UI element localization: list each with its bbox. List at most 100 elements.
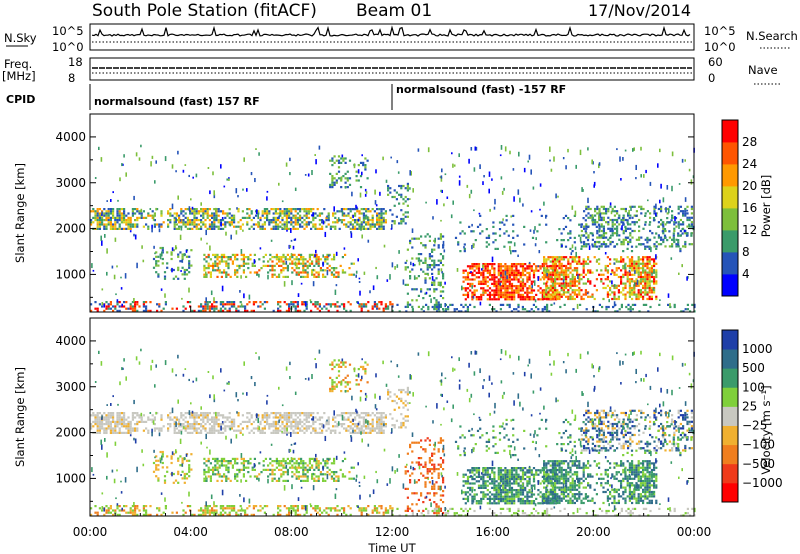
velocity-cell xyxy=(340,423,343,426)
power-cell xyxy=(189,219,192,222)
power-cell xyxy=(593,171,595,174)
power-cell xyxy=(185,255,189,258)
power-cell xyxy=(431,272,434,275)
power-cell xyxy=(318,303,321,306)
power-cell xyxy=(645,303,648,306)
velocity-cell xyxy=(340,425,343,428)
velocity-cell xyxy=(271,479,274,482)
power-cell xyxy=(279,301,282,304)
power-cell xyxy=(186,219,189,222)
power-cell xyxy=(453,310,456,313)
power-cell xyxy=(109,227,112,230)
power-cell xyxy=(344,186,347,189)
power-cell xyxy=(210,290,213,296)
power-cell xyxy=(463,232,466,235)
velocity-cell xyxy=(299,420,302,423)
power-cell xyxy=(598,162,601,166)
power-cell xyxy=(361,171,363,176)
power-cell xyxy=(488,271,492,274)
power-cell xyxy=(553,156,555,162)
power-cell xyxy=(453,308,456,311)
power-cell xyxy=(424,257,427,260)
power-cell xyxy=(380,303,383,306)
power-cell xyxy=(404,187,407,190)
velocity-cell xyxy=(398,397,401,400)
velocity-cell xyxy=(94,418,97,421)
power-cell xyxy=(484,269,487,272)
velocity-cell xyxy=(316,431,319,434)
power-cell xyxy=(211,305,214,308)
velocity-cell xyxy=(278,479,281,482)
power-cell xyxy=(406,283,409,286)
power-cell xyxy=(594,214,597,217)
power-cell xyxy=(613,227,616,230)
power-cell xyxy=(571,244,574,249)
power-cell xyxy=(688,216,691,219)
power-cell xyxy=(471,263,474,266)
power-cell xyxy=(571,280,574,283)
power-cell xyxy=(134,307,137,310)
power-cell xyxy=(158,228,161,233)
power-cell xyxy=(387,189,390,192)
power-cell xyxy=(391,262,394,268)
power-cell xyxy=(685,234,689,237)
velocity-cell xyxy=(116,420,119,423)
power-cell xyxy=(611,210,614,213)
power-cell xyxy=(668,221,671,224)
power-cell xyxy=(648,223,651,226)
power-cell xyxy=(549,260,552,263)
power-cell xyxy=(642,275,645,279)
power-cell xyxy=(204,225,207,228)
power-cell xyxy=(571,256,574,259)
power-cell xyxy=(362,227,365,230)
power-cell xyxy=(551,282,554,285)
power-cell xyxy=(558,293,561,296)
power-cell xyxy=(558,275,561,279)
power-cell xyxy=(644,293,647,296)
power-cell xyxy=(306,264,309,267)
power-cell xyxy=(602,227,605,230)
power-cell xyxy=(569,247,572,250)
velocity-cell xyxy=(207,468,210,471)
power-cell xyxy=(145,305,148,308)
power-cell xyxy=(499,289,503,292)
power-cell xyxy=(254,178,256,183)
power-cell xyxy=(112,227,115,230)
power-cell xyxy=(129,230,132,233)
velocity-cell xyxy=(213,431,216,434)
power-cell xyxy=(546,303,549,306)
power-cell xyxy=(471,298,474,301)
power-cell xyxy=(266,208,269,211)
power-cell xyxy=(666,185,669,190)
power-cell xyxy=(378,301,381,304)
power-cell xyxy=(333,181,336,184)
velocity-cell xyxy=(406,408,409,411)
power-cell xyxy=(633,260,636,263)
power-cell xyxy=(288,208,291,211)
power-cell xyxy=(428,255,431,258)
power-cell xyxy=(541,296,544,299)
velocity-cell xyxy=(252,431,255,434)
power-cell xyxy=(473,289,476,292)
power-cell xyxy=(406,189,409,192)
power-cell xyxy=(336,210,339,213)
power-cell xyxy=(223,185,226,188)
power-cell xyxy=(593,284,596,287)
power-cell xyxy=(366,159,369,162)
power-cell xyxy=(554,275,557,279)
power-cell xyxy=(613,271,616,274)
nave-label: Nave xyxy=(748,63,778,77)
power-cell xyxy=(690,243,693,246)
power-cell xyxy=(486,289,489,292)
velocity-cell xyxy=(369,429,372,432)
power-cell xyxy=(345,223,348,226)
power-cell xyxy=(424,292,427,295)
power-cell xyxy=(545,286,548,290)
power-cell xyxy=(337,275,340,278)
power-cell xyxy=(541,293,544,296)
power-cell xyxy=(337,161,341,164)
power-cell xyxy=(492,225,495,228)
power-cell xyxy=(200,221,203,224)
velocity-cell xyxy=(303,418,306,421)
power-cell xyxy=(657,163,659,168)
